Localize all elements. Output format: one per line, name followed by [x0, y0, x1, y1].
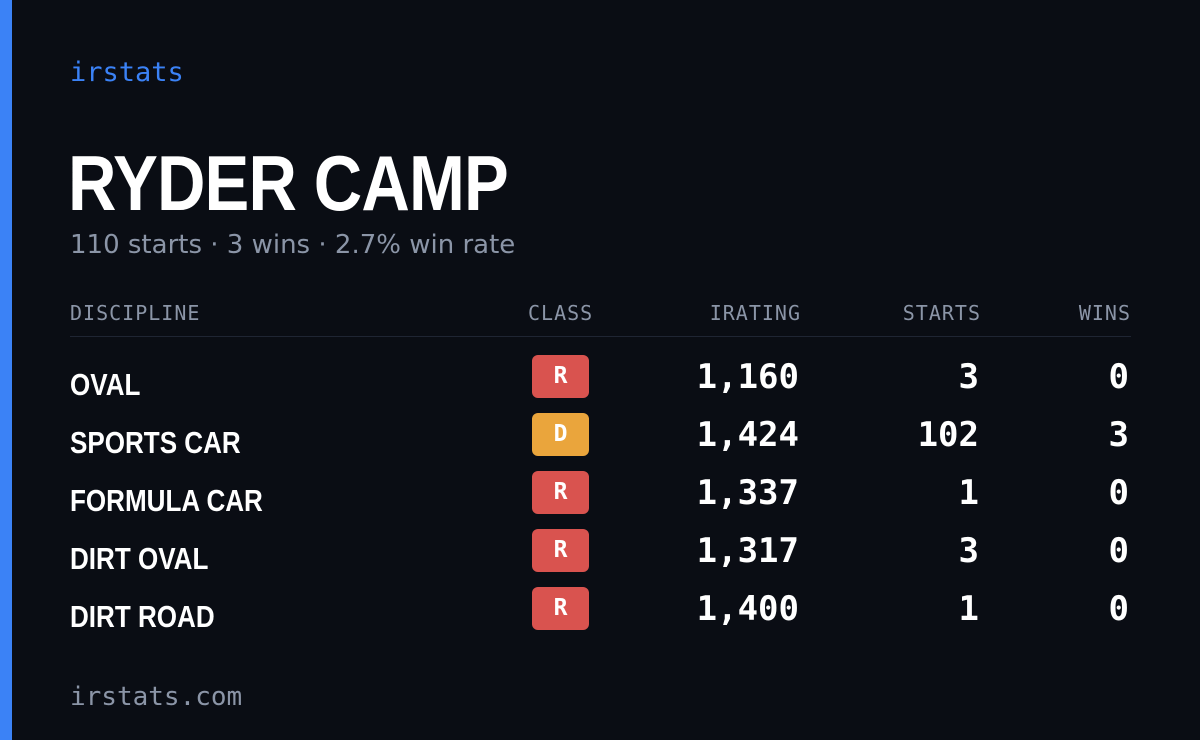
- class-badge: R: [532, 355, 589, 398]
- header-wins: WINS: [1078, 301, 1131, 325]
- irating-value: 1,400: [696, 589, 799, 629]
- discipline-name: SPORTS CAR: [70, 425, 241, 460]
- discipline-name: FORMULA CAR: [70, 483, 263, 518]
- header-irating: IRATING: [709, 301, 801, 325]
- wins-value: 0: [1108, 473, 1129, 513]
- class-badge: D: [532, 413, 589, 456]
- table-row: FORMULA CAR R 1,337 1 0: [70, 469, 1131, 527]
- wins-value: 0: [1108, 531, 1129, 571]
- table-row: DIRT OVAL R 1,317 3 0: [70, 527, 1131, 585]
- header-class: CLASS: [528, 301, 594, 325]
- starts-value: 3: [958, 531, 979, 571]
- table-row: OVAL R 1,160 3 0: [70, 353, 1131, 411]
- table-header: DISCIPLINE CLASS IRATING STARTS WINS: [70, 296, 1131, 337]
- driver-summary: 110 starts · 3 wins · 2.7% win rate: [70, 230, 516, 260]
- table-row: SPORTS CAR D 1,424 102 3: [70, 411, 1131, 469]
- irating-value: 1,337: [696, 473, 799, 513]
- footer-url: irstats.com: [70, 682, 243, 712]
- discipline-name: DIRT ROAD: [70, 599, 215, 634]
- starts-value: 1: [958, 589, 979, 629]
- class-badge: R: [532, 471, 589, 514]
- class-badge: R: [532, 587, 589, 630]
- header-discipline: DISCIPLINE: [70, 301, 201, 325]
- accent-bar: [0, 0, 12, 740]
- wins-value: 0: [1108, 589, 1129, 629]
- table-body: OVAL R 1,160 3 0 SPORTS CAR D 1,424 102 …: [70, 353, 1131, 643]
- brand-logo: irstats: [70, 57, 184, 88]
- wins-value: 3: [1108, 415, 1129, 455]
- wins-value: 0: [1108, 357, 1129, 397]
- discipline-name: DIRT OVAL: [70, 541, 209, 576]
- driver-name: RYDER CAMP: [68, 139, 509, 227]
- irating-value: 1,317: [696, 531, 799, 571]
- irating-value: 1,424: [696, 415, 799, 455]
- header-starts: STARTS: [902, 301, 981, 325]
- stats-table: DISCIPLINE CLASS IRATING STARTS WINS OVA…: [70, 296, 1131, 643]
- starts-value: 1: [958, 473, 979, 513]
- starts-value: 102: [917, 415, 979, 455]
- discipline-name: OVAL: [70, 367, 141, 402]
- table-row: DIRT ROAD R 1,400 1 0: [70, 585, 1131, 643]
- irating-value: 1,160: [696, 357, 799, 397]
- starts-value: 3: [958, 357, 979, 397]
- class-badge: R: [532, 529, 589, 572]
